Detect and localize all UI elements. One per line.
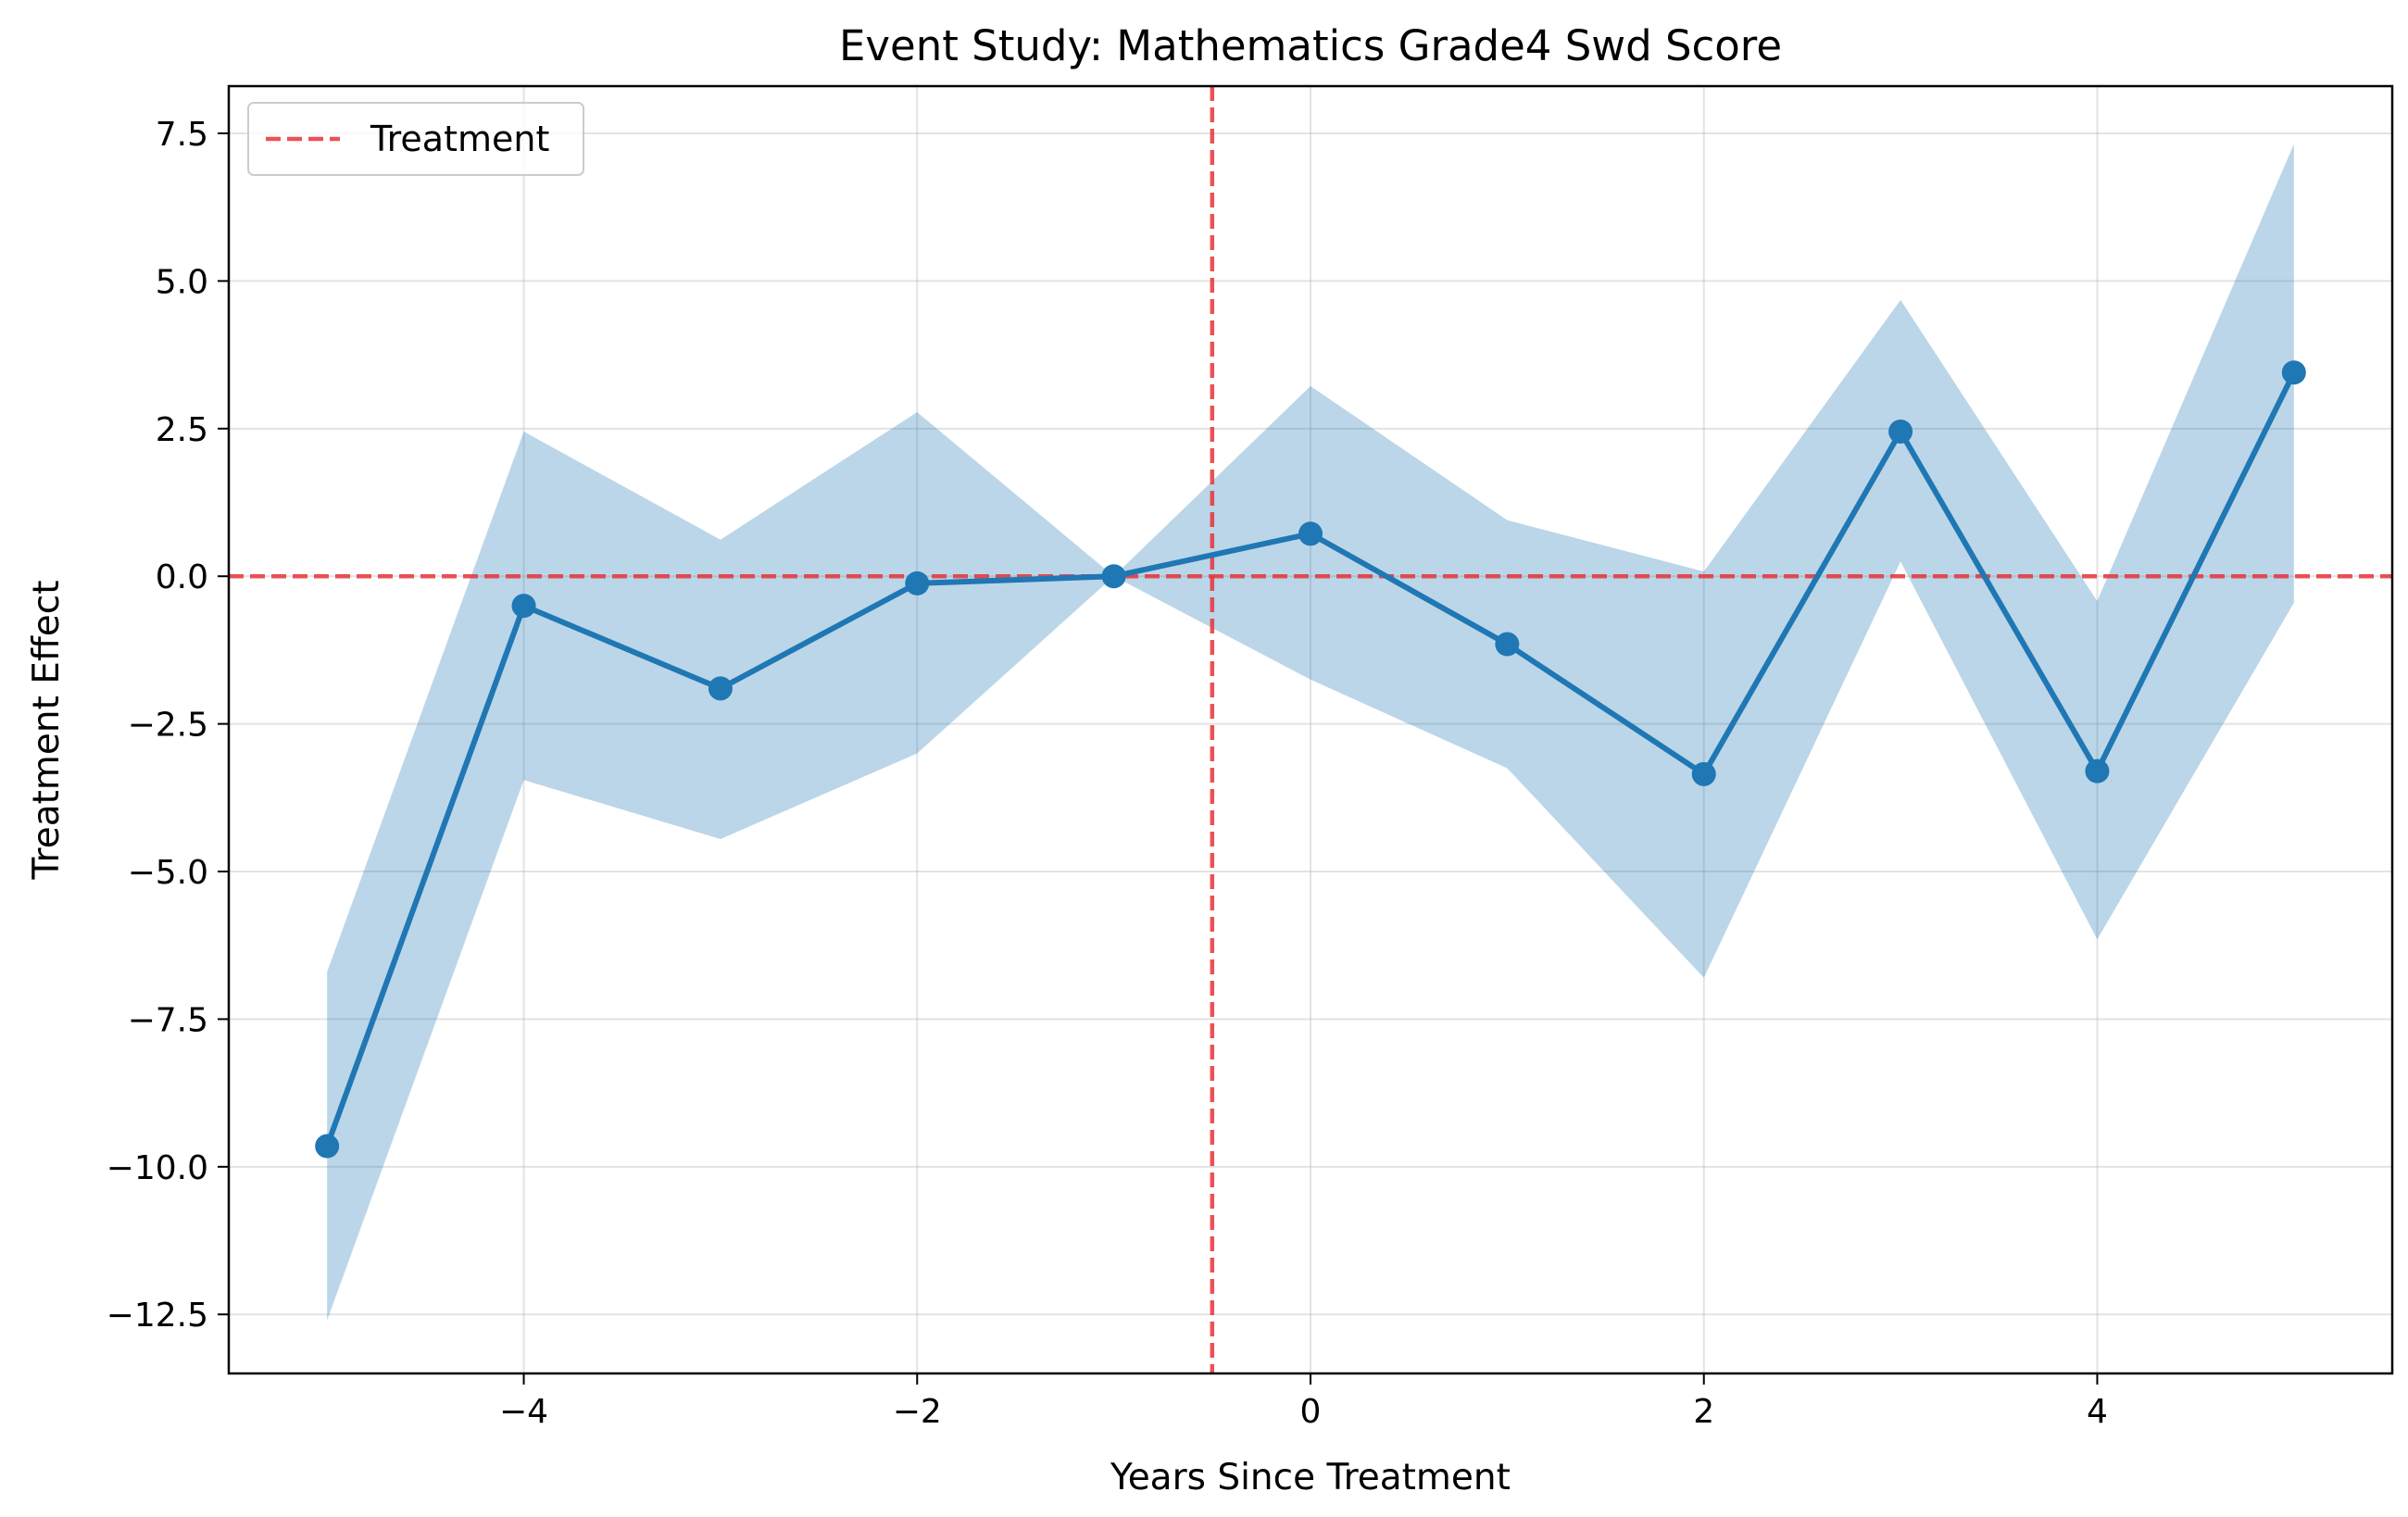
data-point <box>905 570 930 596</box>
confidence-band-layer <box>327 144 2294 1321</box>
y-tick-label: 7.5 <box>156 116 208 154</box>
y-tick-label: 5.0 <box>156 263 208 301</box>
y-axis-label: Treatment Effect <box>26 580 68 880</box>
data-point <box>1691 761 1716 786</box>
y-tick-label: −5.0 <box>128 854 208 892</box>
data-point <box>1495 632 1520 657</box>
y-axis-ticks: 7.5 5.0 2.5 0.0 −2.5 −5.0 −7.5 −10.0 −12.5 <box>107 116 229 1335</box>
legend-treatment-label: Treatment <box>370 119 549 159</box>
y-tick-label: −2.5 <box>128 707 208 745</box>
y-tick-label: 2.5 <box>156 411 208 449</box>
data-point <box>1298 521 1323 546</box>
x-axis-ticks: −4 −2 0 2 4 <box>499 1373 2108 1431</box>
data-point <box>2085 758 2110 784</box>
y-tick-label: −10.0 <box>107 1149 208 1187</box>
x-tick-label: −4 <box>499 1393 548 1431</box>
x-tick-label: −2 <box>893 1393 942 1431</box>
data-point <box>1101 564 1126 589</box>
chart-title: Event Study: Mathematics Grade4 Swd Scor… <box>839 21 1782 70</box>
reference-lines <box>229 86 2392 1373</box>
data-point <box>2281 360 2306 385</box>
legend: Treatment <box>247 102 584 176</box>
grid-lines <box>229 86 2392 1373</box>
legend-box <box>247 102 584 176</box>
y-tick-label: 0.0 <box>156 558 208 596</box>
x-axis-label: Years Since Treatment <box>1110 1457 1511 1498</box>
y-tick-label: −12.5 <box>107 1297 208 1335</box>
x-tick-label: 4 <box>2087 1393 2108 1431</box>
data-point <box>1888 420 1913 445</box>
data-point <box>511 594 536 619</box>
data-point <box>315 1134 340 1159</box>
x-tick-label: 2 <box>1693 1393 1714 1431</box>
x-tick-label: 0 <box>1300 1393 1322 1431</box>
series-points <box>315 360 2306 1159</box>
data-point <box>708 676 733 701</box>
y-tick-label: −7.5 <box>128 1001 208 1039</box>
confidence-band <box>327 144 2294 1321</box>
